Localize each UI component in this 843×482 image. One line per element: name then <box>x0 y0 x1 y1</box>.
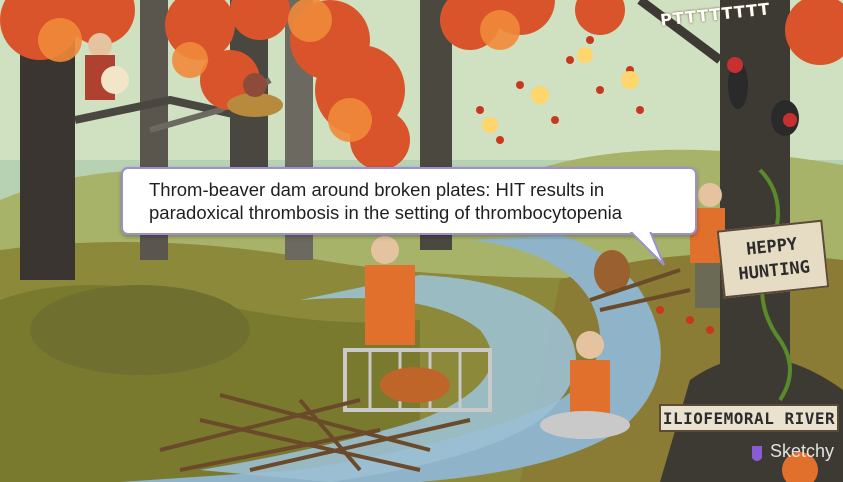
caption-text: Throm-beaver dam around broken plates: H… <box>149 178 689 224</box>
heppy-hunting-sign: HEPPY HUNTING <box>716 219 830 299</box>
sketchy-logo-icon <box>752 446 762 461</box>
sketchy-watermark: Sketchy <box>770 441 835 461</box>
caption-line-2: paradoxical thrombosis in the setting of… <box>149 202 623 223</box>
iliofemoral-river-sign: ILIOFEMORAL RIVER <box>659 404 839 432</box>
caption-box: Throm-beaver dam around broken plates: H… <box>121 167 697 235</box>
caption-tail <box>627 229 665 266</box>
caption-line-1: Throm-beaver dam around broken plates: H… <box>149 179 605 200</box>
